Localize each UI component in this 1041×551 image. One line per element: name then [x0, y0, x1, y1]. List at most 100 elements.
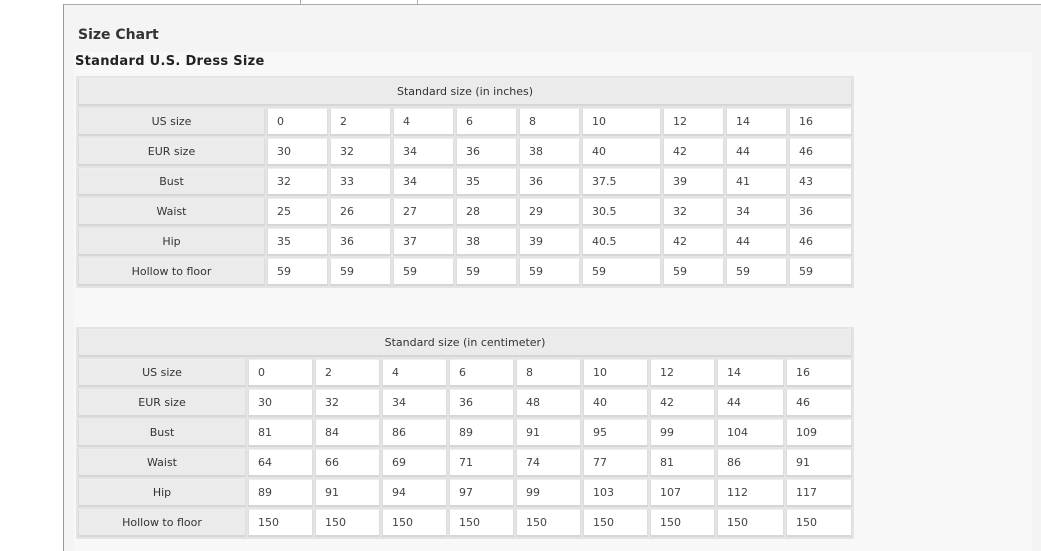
table-cell: 86 [382, 419, 447, 447]
table-cell: 16 [786, 359, 852, 387]
table-cell: 8 [516, 359, 581, 387]
table-cell: 42 [650, 389, 715, 417]
table-cell: 38 [519, 138, 580, 166]
table-cell: 4 [393, 108, 454, 136]
table-cell: 59 [726, 258, 787, 286]
table-cell: 59 [456, 258, 517, 286]
table-cell: 117 [786, 479, 852, 507]
table-cell: 59 [330, 258, 391, 286]
table-cell: 150 [315, 509, 380, 537]
row-label: EUR size [78, 138, 265, 166]
table-cell: 44 [726, 138, 787, 166]
table-row: Bust 81 84 86 89 91 95 99 104 109 [78, 419, 852, 447]
table-cell: 26 [330, 198, 391, 226]
table-cell: 32 [663, 198, 724, 226]
table-cell: 150 [717, 509, 784, 537]
table-cell: 91 [516, 419, 581, 447]
page-title: Size Chart [78, 27, 159, 43]
table-cell: 2 [315, 359, 380, 387]
table-cell: 91 [786, 449, 852, 477]
table-row: EUR size 30 32 34 36 48 40 42 44 46 [78, 389, 852, 417]
table-cell: 94 [382, 479, 447, 507]
table-cell: 150 [449, 509, 514, 537]
table-cell: 44 [717, 389, 784, 417]
table-row: Bust 32 33 34 35 36 37.5 39 41 43 [78, 168, 852, 196]
table-cell: 74 [516, 449, 581, 477]
table-cell: 48 [516, 389, 581, 417]
table-cell: 36 [456, 138, 517, 166]
table-cell: 59 [789, 258, 852, 286]
table-cell: 41 [726, 168, 787, 196]
table-cell: 69 [382, 449, 447, 477]
size-table-centimeter: Standard size (in centimeter) US size 0 2 4 6… [76, 327, 854, 539]
size-table-inches: Standard size (in inches) US size 0 2 4 6 8 10 1… [76, 76, 854, 288]
table-cell: 150 [583, 509, 648, 537]
table-cell: 44 [726, 228, 787, 256]
row-label: Hip [78, 479, 246, 507]
table-cell: 6 [449, 359, 514, 387]
row-label: EUR size [78, 389, 246, 417]
tab-bar-line [63, 4, 1041, 5]
table-cell: 150 [786, 509, 852, 537]
table-cell: 30 [267, 138, 328, 166]
table-cell: 25 [267, 198, 328, 226]
table-cell: 150 [248, 509, 313, 537]
table-cell: 86 [717, 449, 784, 477]
table-cell: 64 [248, 449, 313, 477]
table-cell: 107 [650, 479, 715, 507]
table-cell: 10 [583, 359, 648, 387]
row-label: US size [78, 108, 265, 136]
table-cell: 150 [516, 509, 581, 537]
table-cell: 97 [449, 479, 514, 507]
table-cell: 104 [717, 419, 784, 447]
header-row: Standard size (in centimeter) [78, 329, 852, 357]
table-cell: 150 [650, 509, 715, 537]
row-label: Waist [78, 449, 246, 477]
table-cell: 46 [786, 389, 852, 417]
table-cell: 103 [583, 479, 648, 507]
table-row: Hip 35 36 37 38 39 40.5 42 44 46 [78, 228, 852, 256]
table-cell: 59 [519, 258, 580, 286]
table-cell: 34 [393, 168, 454, 196]
table-cell: 30 [248, 389, 313, 417]
table-cell: 46 [789, 138, 852, 166]
table-cell: 33 [330, 168, 391, 196]
table-cell: 59 [582, 258, 661, 286]
table-cell: 8 [519, 108, 580, 136]
table-row: Hollow to floor 150 150 150 150 150 150 150 150 1… [78, 509, 852, 537]
table-cell: 40 [582, 138, 661, 166]
table-cell: 84 [315, 419, 380, 447]
table-cell: 89 [449, 419, 514, 447]
table-cell: 43 [789, 168, 852, 196]
table-cell: 99 [650, 419, 715, 447]
table-cell: 12 [650, 359, 715, 387]
table-cell: 42 [663, 228, 724, 256]
table-row: Waist 25 26 27 28 29 30.5 32 34 36 [78, 198, 852, 226]
table-cell: 0 [248, 359, 313, 387]
table-cell: 34 [393, 138, 454, 166]
table-row: Hip 89 91 94 97 99 103 107 112 117 [78, 479, 852, 507]
table-cell: 4 [382, 359, 447, 387]
table-cell: 6 [456, 108, 517, 136]
table-header: Standard size (in centimeter) [78, 329, 852, 357]
row-label: Hollow to floor [78, 258, 265, 286]
table-cell: 109 [786, 419, 852, 447]
table-header: Standard size (in inches) [78, 78, 852, 106]
table-cell: 46 [789, 228, 852, 256]
table-cell: 91 [315, 479, 380, 507]
tab[interactable] [300, 0, 418, 4]
row-label: US size [78, 359, 246, 387]
table-cell: 36 [789, 198, 852, 226]
table-row: Hollow to floor 59 59 59 59 59 59 59 59 59 [78, 258, 852, 286]
section-title: Standard U.S. Dress Size [75, 54, 265, 69]
table-cell: 81 [650, 449, 715, 477]
table-cell: 27 [393, 198, 454, 226]
table-cell: 66 [315, 449, 380, 477]
table-cell: 16 [789, 108, 852, 136]
row-label: Hollow to floor [78, 509, 246, 537]
table-cell: 36 [519, 168, 580, 196]
table-cell: 0 [267, 108, 328, 136]
table-cell: 71 [449, 449, 514, 477]
table-row: EUR size 30 32 34 36 38 40 42 44 46 [78, 138, 852, 166]
row-label: Bust [78, 168, 265, 196]
